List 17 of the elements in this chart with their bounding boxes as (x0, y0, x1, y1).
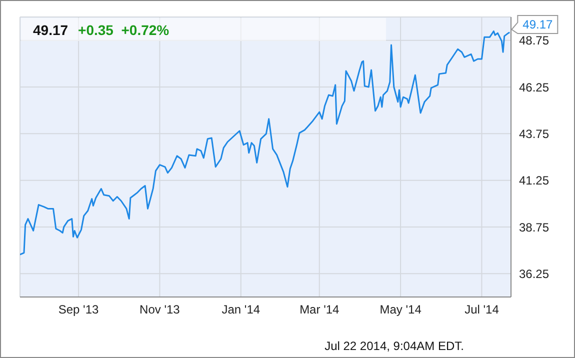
header-panel: 49.17 +0.35 +0.72% (21, 18, 386, 41)
x-tick-label: Nov '13 (140, 302, 180, 317)
x-tick-label: Jan '14 (222, 302, 260, 317)
y-tick-label: 48.75 (519, 34, 550, 48)
y-tick-label: 46.25 (519, 80, 550, 94)
chart-title: 49.17 (33, 22, 68, 38)
text: Jul 22 2014, 9:04AM EDT. (324, 339, 464, 353)
x-tick-label: Sep '13 (58, 302, 100, 317)
chart-subtitle: +0.35 +0.72% (78, 22, 170, 38)
x-tick-label: Mar '14 (300, 302, 340, 317)
annotation: 49.17 (522, 17, 554, 32)
y-tick-label: 38.75 (519, 220, 550, 234)
x-tick-label: Jul '14 (464, 302, 500, 317)
x-tick-label: May '14 (380, 302, 422, 317)
y-tick-label: 41.25 (519, 174, 550, 188)
y-tick-label: 36.25 (519, 266, 550, 281)
y-tick-label: 43.75 (519, 126, 550, 141)
